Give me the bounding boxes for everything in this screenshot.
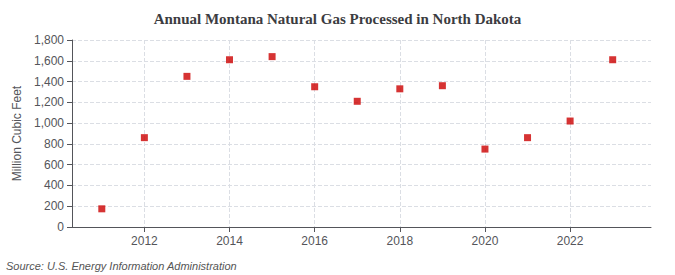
svg-text:2012: 2012: [131, 234, 158, 248]
svg-text:200: 200: [44, 199, 64, 213]
svg-text:2018: 2018: [386, 234, 413, 248]
svg-text:1,400: 1,400: [34, 75, 64, 89]
svg-text:Source: U.S. Energy Informatio: Source: U.S. Energy Information Administ…: [6, 260, 237, 272]
svg-text:2014: 2014: [216, 234, 243, 248]
svg-text:800: 800: [44, 137, 64, 151]
svg-text:Million Cubic Feet: Million Cubic Feet: [10, 85, 24, 181]
svg-text:1,800: 1,800: [34, 33, 64, 47]
svg-text:1,600: 1,600: [34, 54, 64, 68]
svg-text:2022: 2022: [557, 234, 584, 248]
svg-text:Annual Montana Natural Gas Pro: Annual Montana Natural Gas Processed in …: [154, 11, 522, 27]
svg-text:400: 400: [44, 178, 64, 192]
svg-text:1,200: 1,200: [34, 95, 64, 109]
svg-text:600: 600: [44, 158, 64, 172]
svg-text:1,000: 1,000: [34, 116, 64, 130]
svg-text:0: 0: [57, 220, 64, 234]
svg-text:2020: 2020: [472, 234, 499, 248]
svg-text:2016: 2016: [301, 234, 328, 248]
